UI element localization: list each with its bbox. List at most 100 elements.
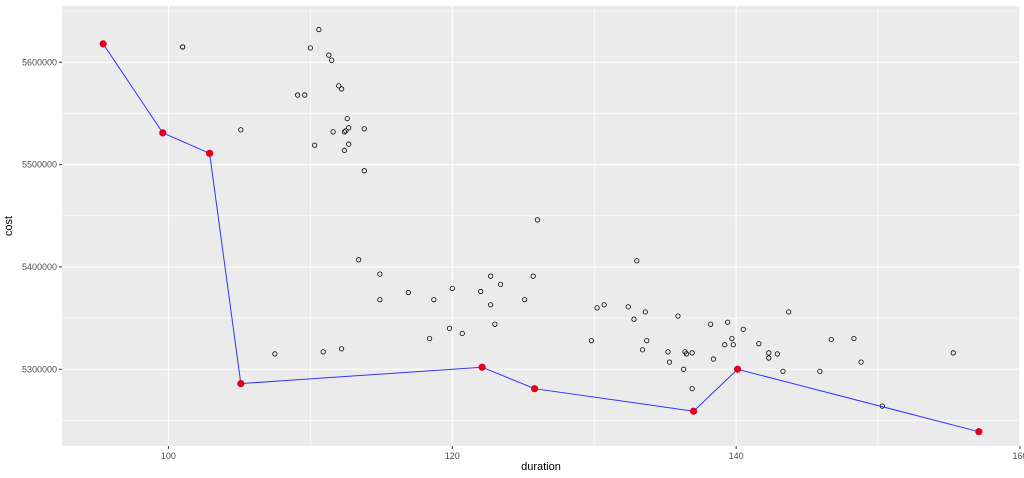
scatter-point (238, 127, 244, 133)
scatter-point (530, 273, 536, 279)
scatter-point (488, 302, 494, 308)
scatter-point (341, 147, 348, 153)
scatter-point (722, 342, 728, 348)
scatter-point (710, 356, 717, 362)
scatter-point (858, 359, 864, 365)
grid-minor (62, 6, 1020, 446)
scatter-point (766, 350, 772, 356)
y-axis-title: cost (3, 216, 15, 236)
scatter-point (488, 273, 494, 279)
scatter-point (708, 321, 714, 327)
scatter-point (343, 128, 349, 134)
scatter-series (180, 26, 956, 409)
frontier-point (689, 407, 698, 415)
scatter-point (950, 350, 956, 356)
scatter-point (478, 288, 484, 295)
scatter-point (689, 386, 695, 392)
scatter-point (729, 335, 735, 342)
scatter-point (361, 168, 367, 174)
scatter-point (405, 289, 411, 296)
scatter-point (320, 349, 326, 355)
frontier-point (206, 149, 214, 157)
scatter-point (344, 115, 350, 122)
scatter-point (329, 57, 335, 63)
scatter-point (786, 309, 792, 315)
scatter-point (346, 141, 352, 147)
scatter-point (725, 319, 731, 325)
scatter-point (377, 271, 383, 277)
scatter-point (446, 325, 453, 331)
scatter-point (683, 351, 690, 357)
x-tick-label: 160 (1012, 451, 1024, 461)
scatter-point (644, 338, 650, 344)
frontier-point (478, 363, 486, 371)
scatter-point (294, 92, 301, 98)
scatter-point (307, 45, 313, 51)
scatter-point (666, 359, 673, 365)
frontier-series (99, 40, 983, 436)
scatter-point (780, 368, 786, 374)
scatter-point (639, 347, 646, 353)
scatter-point (312, 142, 318, 148)
scatter-point (534, 217, 541, 223)
scatter-point (426, 335, 433, 342)
scatter-point (601, 302, 607, 308)
scatter-point (341, 129, 348, 135)
scatter-point (828, 336, 834, 343)
grid-major (62, 6, 1021, 446)
y-axis-ticks: 5300000 5400000 5500000 5600000 (22, 57, 62, 374)
scatter-point (631, 316, 637, 322)
scatter-point (302, 92, 308, 98)
x-tick-label: 100 (161, 451, 176, 461)
scatter-point (756, 341, 762, 347)
scatter-point (730, 342, 736, 348)
scatter-point (817, 368, 823, 374)
scatter-point (689, 350, 695, 356)
scatter-point (459, 330, 465, 337)
scatter-point (634, 258, 640, 264)
x-axis-ticks: 100 120 140 160 (161, 446, 1024, 461)
x-axis-title: duration (521, 461, 561, 473)
scatter-point (346, 125, 352, 131)
plot-panel (62, 6, 1020, 446)
scatter-point (272, 351, 278, 357)
y-tick-label: 5300000 (22, 364, 57, 374)
scatter-point (766, 355, 772, 361)
scatter-point (338, 346, 345, 352)
scatter-point (740, 326, 746, 332)
frontier-point (237, 379, 245, 388)
scatter-point (681, 366, 687, 372)
frontier-point (733, 365, 742, 373)
scatter-point (326, 52, 332, 58)
scatter-point (492, 321, 498, 327)
scatter-point (642, 309, 648, 315)
x-tick-label: 140 (729, 451, 744, 461)
frontier-point (159, 129, 167, 137)
y-tick-label: 5600000 (22, 57, 57, 67)
x-tick-label: 120 (445, 451, 460, 461)
scatter-point (665, 349, 671, 355)
scatter-point (338, 86, 345, 92)
scatter-point (851, 335, 857, 342)
scatter-point (431, 297, 437, 303)
scatter-point (594, 305, 600, 311)
y-tick-label: 5500000 (22, 160, 57, 170)
scatter-point (330, 129, 336, 135)
frontier-point (99, 40, 107, 48)
scatter-point (522, 297, 528, 303)
scatter-point (774, 351, 780, 357)
scatter-point (449, 285, 455, 292)
y-tick-label: 5400000 (22, 262, 57, 272)
frontier-point (975, 428, 983, 436)
scatter-point (675, 313, 681, 319)
frontier-point (531, 385, 539, 393)
scatter-point (180, 44, 186, 50)
scatter-point (377, 297, 383, 303)
scatter-point (336, 83, 342, 89)
scatter-point (588, 338, 594, 344)
scatter-point (316, 26, 322, 33)
scatter-point (356, 257, 362, 263)
scatter-point (497, 281, 504, 287)
scatter-point (361, 126, 367, 132)
